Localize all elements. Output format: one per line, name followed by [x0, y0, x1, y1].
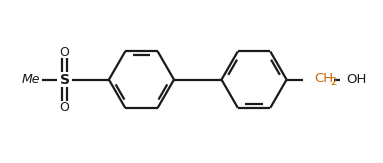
Text: OH: OH — [346, 73, 367, 86]
Text: 2: 2 — [330, 77, 337, 87]
Text: Me: Me — [21, 73, 40, 86]
Text: O: O — [60, 101, 69, 114]
Text: O: O — [60, 46, 69, 59]
Text: S: S — [59, 73, 69, 87]
Text: CH: CH — [315, 73, 334, 86]
